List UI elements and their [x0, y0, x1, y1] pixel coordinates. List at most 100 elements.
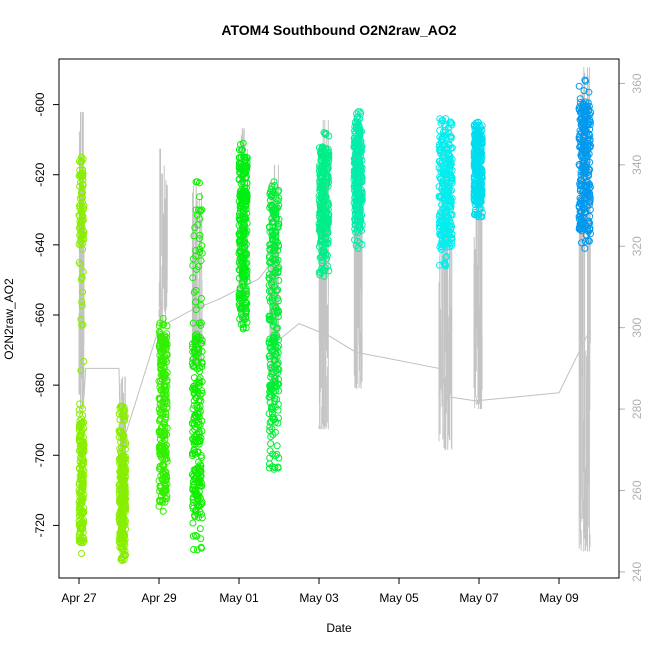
- data-point: [445, 240, 453, 248]
- data-point: [159, 315, 167, 322]
- data-point: [475, 179, 483, 187]
- data-point: [354, 208, 362, 216]
- data-point: [79, 470, 86, 477]
- data-point: [448, 119, 456, 127]
- data-point: [435, 164, 443, 172]
- data-point: [79, 441, 87, 449]
- y-tick-label: -620: [33, 162, 47, 186]
- data-point: [197, 301, 205, 309]
- data-point: [76, 536, 84, 544]
- data-point: [79, 457, 87, 465]
- data-point: [274, 359, 282, 367]
- data-point: [189, 452, 196, 460]
- data-point: [193, 178, 201, 186]
- data-point: [79, 217, 87, 225]
- data-point: [75, 202, 83, 210]
- data-point: [196, 379, 203, 387]
- data-series-6: [265, 178, 283, 473]
- y2-tick-label: 300: [630, 317, 644, 337]
- data-point: [155, 377, 163, 385]
- data-point: [581, 76, 589, 84]
- data-point: [197, 454, 205, 462]
- data-point: [79, 239, 87, 247]
- data-point: [77, 520, 85, 528]
- data-point: [316, 177, 324, 185]
- data-point: [270, 346, 277, 354]
- data-point: [268, 347, 275, 355]
- data-point: [235, 274, 243, 282]
- data-point: [324, 178, 332, 186]
- data-series-4: [188, 178, 206, 554]
- data-point: [318, 143, 326, 151]
- data-point: [75, 259, 83, 266]
- data-point: [159, 496, 167, 504]
- data-point: [318, 259, 326, 267]
- data-point: [578, 124, 586, 132]
- data-point: [120, 415, 128, 423]
- data-point: [265, 410, 273, 418]
- data-point: [471, 180, 479, 187]
- data-point: [242, 205, 250, 213]
- data-point: [273, 287, 281, 295]
- data-point: [240, 221, 248, 229]
- data-point: [75, 157, 83, 165]
- data-point: [322, 172, 330, 180]
- data-point: [155, 442, 163, 450]
- data-point: [579, 204, 587, 212]
- data-point: [448, 235, 456, 243]
- data-point: [358, 178, 366, 186]
- data-point: [586, 219, 594, 227]
- data-point: [354, 138, 362, 146]
- data-point: [195, 465, 203, 473]
- data-point: [161, 487, 169, 495]
- data-point: [191, 436, 199, 444]
- data-series-10: [470, 118, 486, 221]
- secondary-series-spikes: [473, 128, 483, 410]
- data-point: [241, 179, 249, 187]
- data-point: [190, 354, 198, 362]
- data-point: [581, 237, 589, 245]
- data-point: [160, 381, 168, 389]
- data-point: [190, 374, 198, 382]
- data-point: [197, 353, 205, 361]
- data-point: [584, 103, 591, 111]
- data-point: [78, 203, 86, 211]
- data-point: [476, 188, 484, 196]
- data-point: [198, 498, 206, 506]
- data-point: [440, 192, 448, 200]
- data-point: [582, 104, 590, 112]
- data-point: [354, 148, 361, 156]
- data-series-9: [435, 115, 456, 270]
- data-point: [436, 231, 444, 239]
- data-point: [447, 133, 455, 141]
- data-point: [271, 215, 279, 223]
- data-point: [118, 402, 126, 410]
- data-point: [163, 495, 171, 502]
- data-point: [192, 306, 200, 314]
- data-point: [159, 343, 167, 351]
- data-point: [267, 259, 275, 267]
- data-point: [157, 364, 165, 372]
- data-point: [440, 204, 448, 212]
- data-point: [198, 389, 206, 397]
- data-point: [583, 113, 591, 121]
- data-point: [197, 321, 205, 329]
- data-point: [162, 397, 170, 405]
- data-point: [79, 180, 87, 188]
- data-point: [235, 175, 243, 183]
- data-point: [79, 438, 87, 446]
- y-tick-label: -720: [33, 513, 47, 537]
- data-point: [116, 429, 124, 437]
- data-point: [441, 128, 449, 136]
- data-point: [356, 224, 364, 232]
- data-point: [243, 318, 251, 326]
- data-point: [197, 257, 205, 265]
- data-point: [78, 298, 86, 306]
- data-point: [78, 550, 85, 557]
- data-point: [155, 394, 163, 402]
- data-point: [79, 216, 87, 224]
- data-point: [159, 423, 167, 431]
- data-point: [239, 266, 247, 274]
- data-point: [351, 216, 359, 224]
- data-point: [435, 213, 443, 220]
